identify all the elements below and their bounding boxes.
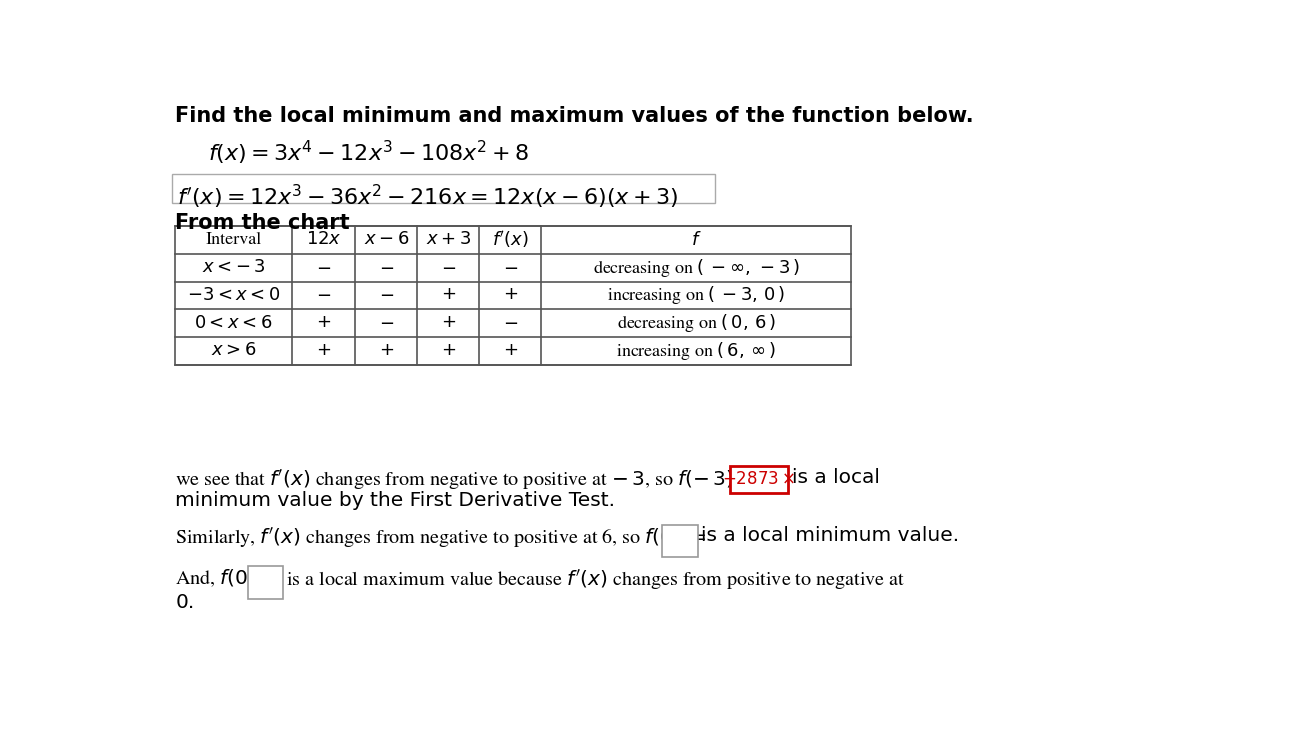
Text: $-$: $-$	[379, 287, 394, 303]
Text: $-$: $-$	[317, 287, 331, 303]
Text: Interval: Interval	[205, 232, 262, 248]
Text: $f(x) = 3x^4 - 12x^3 - 108x^2 + 8$: $f(x) = 3x^4 - 12x^3 - 108x^2 + 8$	[208, 139, 530, 167]
FancyBboxPatch shape	[663, 525, 698, 557]
Text: $f'(x)$: $f'(x)$	[492, 229, 528, 251]
Text: $0 < x < 6$: $0 < x < 6$	[194, 315, 273, 332]
Text: From the chart: From the chart	[176, 213, 350, 233]
Bar	[176, 226, 851, 365]
Text: $f$: $f$	[691, 231, 702, 249]
Text: decreasing on $(\,-\infty,\,-3\,)$: decreasing on $(\,-\infty,\,-3\,)$	[593, 257, 800, 279]
Text: $-2873\times$: $-2873\times$	[722, 471, 796, 488]
Text: $x - 6$: $x - 6$	[363, 232, 410, 249]
Text: Find the local minimum and maximum values of the function below.: Find the local minimum and maximum value…	[176, 106, 974, 126]
Text: $x < -\,3$: $x < -\,3$	[202, 259, 265, 276]
Text: $-3 < x < 0$: $-3 < x < 0$	[187, 287, 280, 304]
Text: $+$: $+$	[441, 343, 456, 359]
Text: $x + 3$: $x + 3$	[425, 232, 470, 249]
FancyBboxPatch shape	[730, 466, 788, 493]
Text: $-$: $-$	[503, 315, 518, 331]
Text: $+$: $+$	[503, 287, 518, 303]
Text: $+$: $+$	[317, 315, 331, 331]
Text: $f'(x) = 12x^3 - 36x^2 - 216x = 12x(x - 6)(x + 3)$: $f'(x) = 12x^3 - 36x^2 - 216x = 12x(x - …	[177, 183, 678, 211]
Text: minimum value by the First Derivative Test.: minimum value by the First Derivative Te…	[176, 491, 615, 510]
Text: we see that $f'(x)$ changes from negative to positive at $-\,3$, so $f(-\,3)\;=$: we see that $f'(x)$ changes from negativ…	[176, 468, 760, 492]
Text: $+$: $+$	[503, 343, 518, 359]
Text: is a local: is a local	[792, 468, 880, 487]
FancyBboxPatch shape	[248, 566, 283, 599]
Text: $+$: $+$	[317, 343, 331, 359]
Text: $-$: $-$	[503, 260, 518, 276]
Text: is a local maximum value because $f'(x)$ changes from positive to negative at: is a local maximum value because $f'(x)$…	[287, 568, 906, 592]
Text: $+$: $+$	[441, 315, 456, 331]
Text: increasing on $(\,-3,\,0\,)$: increasing on $(\,-3,\,0\,)$	[607, 284, 786, 306]
Text: Similarly, $f'(x)$ changes from negative to positive at 6, so $f(6)\;=$: Similarly, $f'(x)$ changes from negative…	[176, 526, 707, 551]
Text: $-$: $-$	[441, 260, 456, 276]
Text: $12x$: $12x$	[306, 232, 341, 249]
Text: 0.: 0.	[176, 594, 195, 612]
Text: increasing on $(\,6,\,\infty\,)$: increasing on $(\,6,\,\infty\,)$	[616, 340, 776, 362]
Text: $+$: $+$	[379, 343, 394, 359]
Text: And, $f(0)\;=$: And, $f(0)\;=$	[176, 568, 282, 589]
Text: is a local minimum value.: is a local minimum value.	[700, 526, 959, 545]
Text: $+$: $+$	[441, 287, 456, 303]
Text: decreasing on $(\,0,\,6\,)$: decreasing on $(\,0,\,6\,)$	[616, 312, 776, 334]
Text: $x > 6$: $x > 6$	[211, 342, 256, 359]
Text: $-$: $-$	[379, 315, 394, 331]
Text: $-$: $-$	[379, 260, 394, 276]
Bar	[172, 174, 714, 203]
Text: $-$: $-$	[317, 260, 331, 276]
